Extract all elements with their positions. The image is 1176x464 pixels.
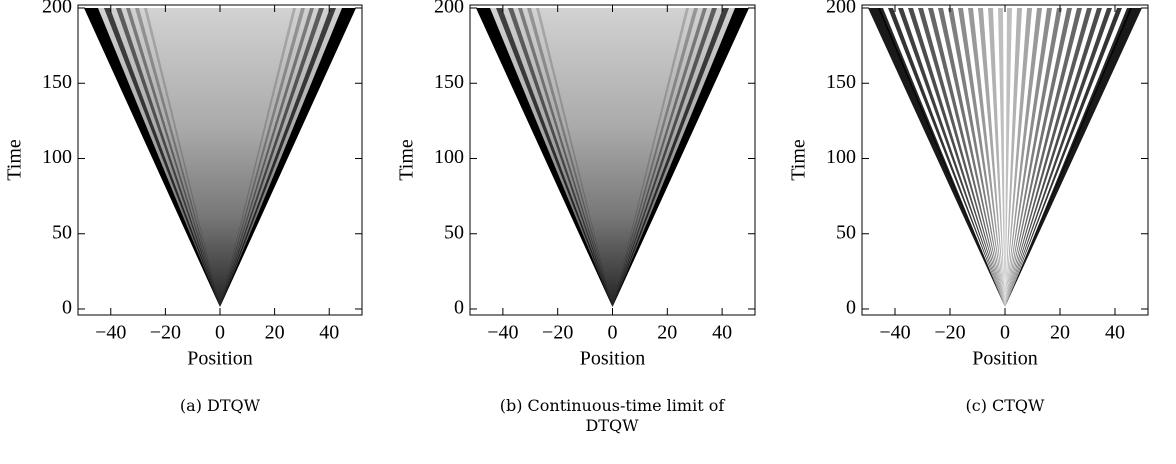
band bbox=[220, 8, 296, 307]
density-plot bbox=[476, 8, 749, 307]
y-tick-label: 200 bbox=[434, 0, 464, 18]
band bbox=[496, 8, 613, 307]
x-axis-label: Position bbox=[972, 348, 1038, 370]
band bbox=[1005, 8, 1082, 307]
band bbox=[144, 8, 220, 307]
x-tick-label: 0 bbox=[1000, 322, 1010, 344]
interior bbox=[476, 8, 749, 307]
y-tick-label: 100 bbox=[826, 146, 856, 168]
y-tick-label: 50 bbox=[444, 221, 464, 243]
x-tick-label: −20 bbox=[150, 322, 181, 344]
band bbox=[220, 8, 336, 307]
band bbox=[1005, 8, 1072, 307]
band bbox=[476, 8, 613, 307]
band bbox=[918, 8, 1005, 307]
band bbox=[1005, 8, 1092, 307]
band bbox=[968, 8, 1005, 307]
band bbox=[612, 8, 729, 307]
band bbox=[126, 8, 220, 307]
y-tick-label: 200 bbox=[42, 0, 72, 18]
band bbox=[898, 8, 1005, 307]
band bbox=[938, 8, 1005, 307]
band bbox=[958, 8, 1005, 307]
band bbox=[1005, 8, 1052, 307]
x-tick-label: −20 bbox=[542, 322, 573, 344]
band bbox=[878, 8, 1005, 307]
y-axis-label: Time bbox=[788, 139, 810, 181]
band bbox=[868, 8, 1005, 307]
band bbox=[508, 8, 613, 307]
y-tick-label: 50 bbox=[52, 221, 72, 243]
density-plot bbox=[868, 8, 1142, 307]
x-tick-label: 40 bbox=[712, 322, 732, 344]
band bbox=[536, 8, 613, 307]
y-axis-label: Time bbox=[396, 139, 418, 181]
band bbox=[135, 8, 220, 307]
x-axis-label: Position bbox=[580, 348, 646, 370]
x-tick-label: 0 bbox=[215, 322, 225, 344]
y-tick-label: 100 bbox=[42, 146, 72, 168]
band bbox=[612, 8, 707, 307]
caption: (a) DTQW bbox=[179, 396, 261, 415]
y-tick-label: 150 bbox=[42, 71, 72, 93]
band bbox=[1005, 8, 1032, 307]
band bbox=[220, 8, 324, 307]
band bbox=[84, 8, 220, 307]
caption: (b) Continuous-time limit of DTQW bbox=[499, 396, 725, 435]
y-tick-label: 200 bbox=[826, 0, 856, 18]
band bbox=[612, 8, 749, 307]
y-tick-label: 0 bbox=[846, 297, 856, 319]
x-tick-label: 40 bbox=[319, 322, 339, 344]
plot-frame bbox=[861, 4, 1149, 316]
band bbox=[612, 8, 698, 307]
x-tick-label: −40 bbox=[879, 322, 910, 344]
x-tick-label: −20 bbox=[934, 322, 965, 344]
band bbox=[1005, 8, 1102, 307]
band bbox=[116, 8, 220, 307]
y-tick-label: 0 bbox=[62, 297, 72, 319]
band bbox=[988, 8, 1005, 307]
band bbox=[998, 8, 1005, 307]
band bbox=[1005, 8, 1142, 307]
y-tick-label: 150 bbox=[826, 71, 856, 93]
caption: (c) CTQW bbox=[965, 396, 1045, 415]
band bbox=[888, 8, 1005, 307]
x-tick-label: 20 bbox=[1050, 322, 1070, 344]
band bbox=[1005, 8, 1022, 307]
band bbox=[220, 8, 314, 307]
band bbox=[1005, 8, 1042, 307]
y-tick-label: 150 bbox=[434, 71, 464, 93]
x-tick-label: −40 bbox=[95, 322, 126, 344]
x-tick-label: 20 bbox=[657, 322, 677, 344]
band bbox=[104, 8, 220, 307]
band bbox=[1005, 8, 1122, 307]
band bbox=[928, 8, 1005, 307]
interior bbox=[84, 8, 356, 307]
density-plot bbox=[84, 8, 356, 307]
x-tick-label: 0 bbox=[608, 322, 618, 344]
band bbox=[1005, 8, 1062, 307]
band bbox=[978, 8, 1005, 307]
band bbox=[1005, 8, 1132, 307]
band bbox=[1005, 8, 1112, 307]
band bbox=[220, 8, 356, 307]
band bbox=[1005, 8, 1012, 307]
x-tick-label: 40 bbox=[1105, 322, 1125, 344]
band bbox=[612, 8, 717, 307]
band bbox=[527, 8, 613, 307]
band bbox=[518, 8, 613, 307]
y-axis-label: Time bbox=[4, 139, 26, 181]
x-tick-label: 20 bbox=[265, 322, 285, 344]
y-tick-label: 0 bbox=[454, 297, 464, 319]
y-tick-label: 50 bbox=[836, 221, 856, 243]
band bbox=[948, 8, 1005, 307]
y-tick-label: 100 bbox=[434, 146, 464, 168]
band bbox=[220, 8, 305, 307]
band bbox=[612, 8, 689, 307]
x-axis-label: Position bbox=[187, 348, 253, 370]
x-tick-label: −40 bbox=[487, 322, 518, 344]
band bbox=[908, 8, 1005, 307]
